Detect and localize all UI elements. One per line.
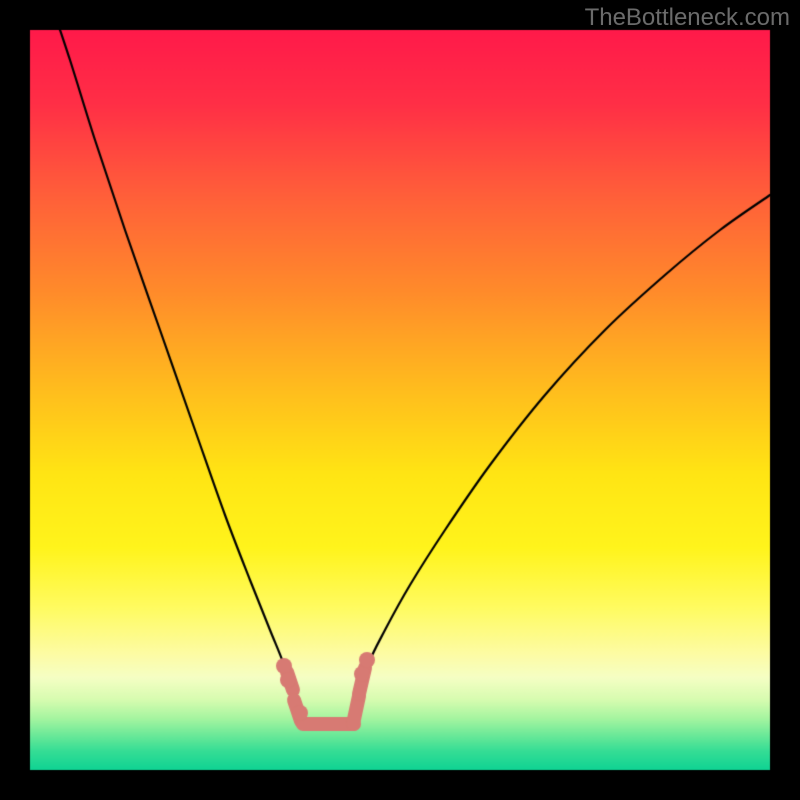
- curve-overlay: [0, 0, 800, 800]
- watermark-text: TheBottleneck.com: [585, 4, 790, 32]
- chart-container: TheBottleneck.com: [0, 0, 800, 800]
